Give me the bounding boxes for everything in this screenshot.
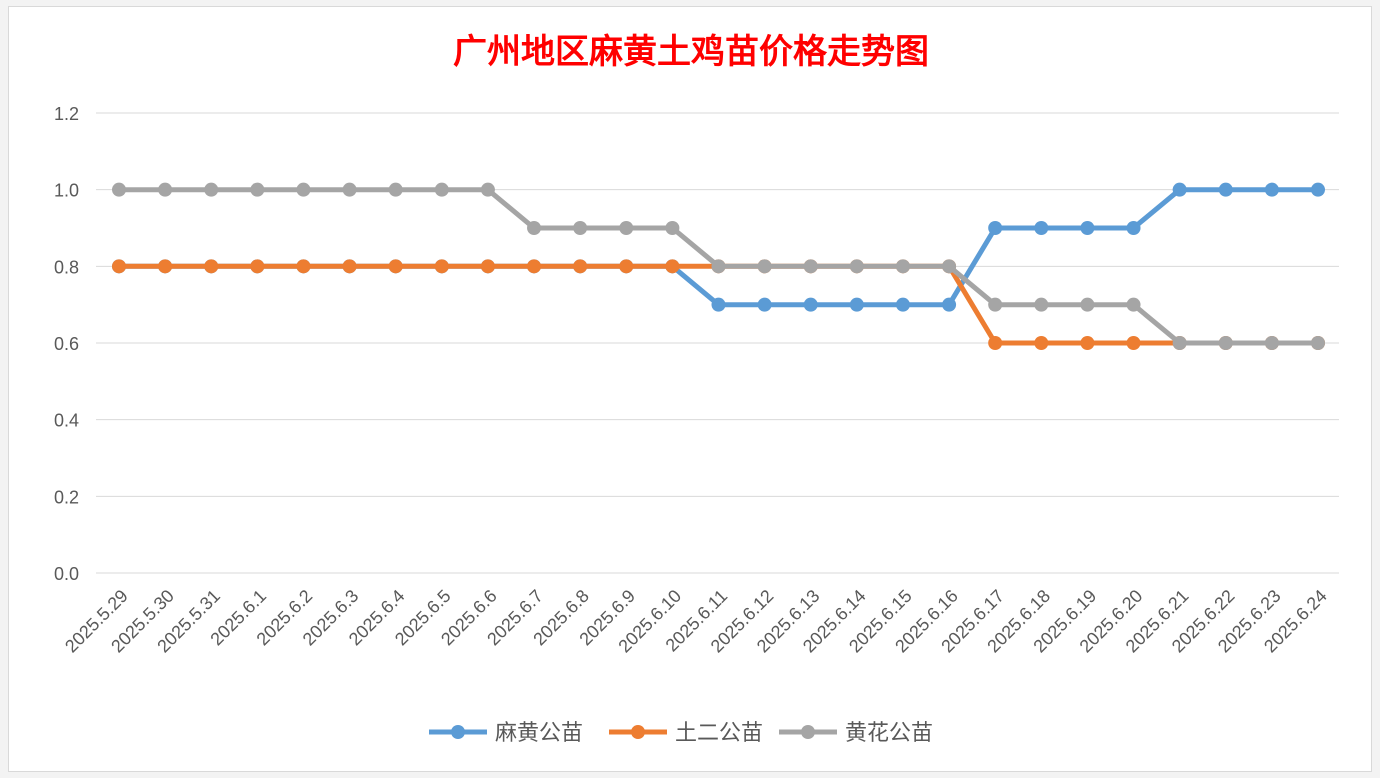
legend-item: 麻黄公苗	[429, 721, 583, 746]
legend-item: 黄花公苗	[779, 721, 933, 746]
data-point	[895, 259, 910, 274]
series-3	[112, 182, 1325, 350]
legend-marker	[631, 725, 645, 739]
data-point	[573, 221, 588, 235]
data-point	[849, 259, 864, 274]
data-point	[434, 259, 449, 274]
data-point	[711, 259, 726, 274]
data-point	[250, 259, 265, 274]
data-point	[895, 297, 910, 312]
legend-label: 土二公苗	[675, 721, 763, 746]
data-point	[296, 182, 311, 197]
chart-area[interactable]: 广州地区麻黄土鸡苗价格走势图 0.0 0.2 0.4 0.6 0.8 1.0 1.2 202…	[8, 6, 1372, 772]
data-point	[158, 182, 173, 197]
data-point	[665, 259, 680, 274]
data-point	[803, 259, 818, 274]
data-point	[342, 182, 357, 197]
data-point	[1126, 336, 1141, 350]
data-point	[942, 259, 957, 274]
data-point	[1311, 336, 1325, 350]
data-point	[112, 182, 126, 197]
y-tick-label: 0.6	[54, 334, 79, 354]
chart-title: 广州地区麻黄土鸡苗价格走势图	[453, 32, 929, 72]
data-point	[434, 182, 449, 197]
legend-marker	[451, 725, 465, 739]
data-point	[1034, 297, 1049, 312]
y-tick-label: 0.2	[54, 487, 79, 507]
data-point	[1172, 336, 1187, 350]
data-point	[388, 259, 403, 274]
legend-label: 麻黄公苗	[495, 721, 583, 746]
data-point	[527, 259, 542, 274]
y-tick-label: 1.0	[54, 181, 79, 201]
data-point	[112, 259, 126, 274]
data-point	[1080, 336, 1095, 350]
legend: 麻黄公苗 土二公苗 黄花公苗	[429, 721, 933, 746]
data-point	[757, 297, 772, 312]
data-point	[480, 182, 495, 197]
legend-item: 土二公苗	[609, 721, 763, 746]
data-point	[1311, 182, 1325, 197]
y-tick-label: 0.0	[54, 564, 79, 584]
data-point	[849, 297, 864, 312]
y-tick-label: 1.2	[54, 104, 79, 124]
data-point	[388, 182, 403, 197]
data-point	[204, 182, 219, 197]
series-layer	[112, 182, 1325, 350]
data-point	[619, 221, 634, 235]
data-point	[988, 336, 1003, 350]
y-tick-label: 0.8	[54, 257, 79, 277]
data-point	[711, 297, 726, 312]
data-point	[1080, 221, 1095, 235]
data-point	[573, 259, 588, 274]
data-point	[527, 221, 542, 235]
data-point	[942, 297, 957, 312]
series-1	[112, 182, 1325, 312]
data-point	[665, 221, 680, 235]
y-tick-label: 0.4	[54, 411, 79, 431]
data-point	[619, 259, 634, 274]
data-point	[158, 259, 173, 274]
data-point	[1126, 221, 1141, 235]
series-line	[116, 187, 1321, 308]
y-axis: 0.0 0.2 0.4 0.6 0.8 1.0 1.2	[54, 104, 79, 584]
data-point	[1126, 297, 1141, 312]
data-point	[296, 259, 311, 274]
data-point	[1264, 336, 1279, 350]
x-axis: 2025.5.292025.5.302025.5.312025.6.12025.…	[61, 586, 1331, 657]
data-point	[988, 297, 1003, 312]
data-point	[204, 259, 219, 274]
data-point	[1034, 221, 1049, 235]
data-point	[480, 259, 495, 274]
data-point	[250, 182, 265, 197]
data-point	[803, 297, 818, 312]
legend-label: 黄花公苗	[845, 721, 933, 746]
data-point	[1034, 336, 1049, 350]
data-point	[1218, 336, 1233, 350]
legend-marker	[801, 725, 815, 739]
data-point	[1218, 182, 1233, 197]
data-point	[757, 259, 772, 274]
data-point	[342, 259, 357, 274]
data-point	[1172, 182, 1187, 197]
data-point	[988, 221, 1003, 235]
data-point	[1264, 182, 1279, 197]
line-chart: 广州地区麻黄土鸡苗价格走势图 0.0 0.2 0.4 0.6 0.8 1.0 1.2 202…	[54, 32, 1339, 746]
data-point	[1080, 297, 1095, 312]
